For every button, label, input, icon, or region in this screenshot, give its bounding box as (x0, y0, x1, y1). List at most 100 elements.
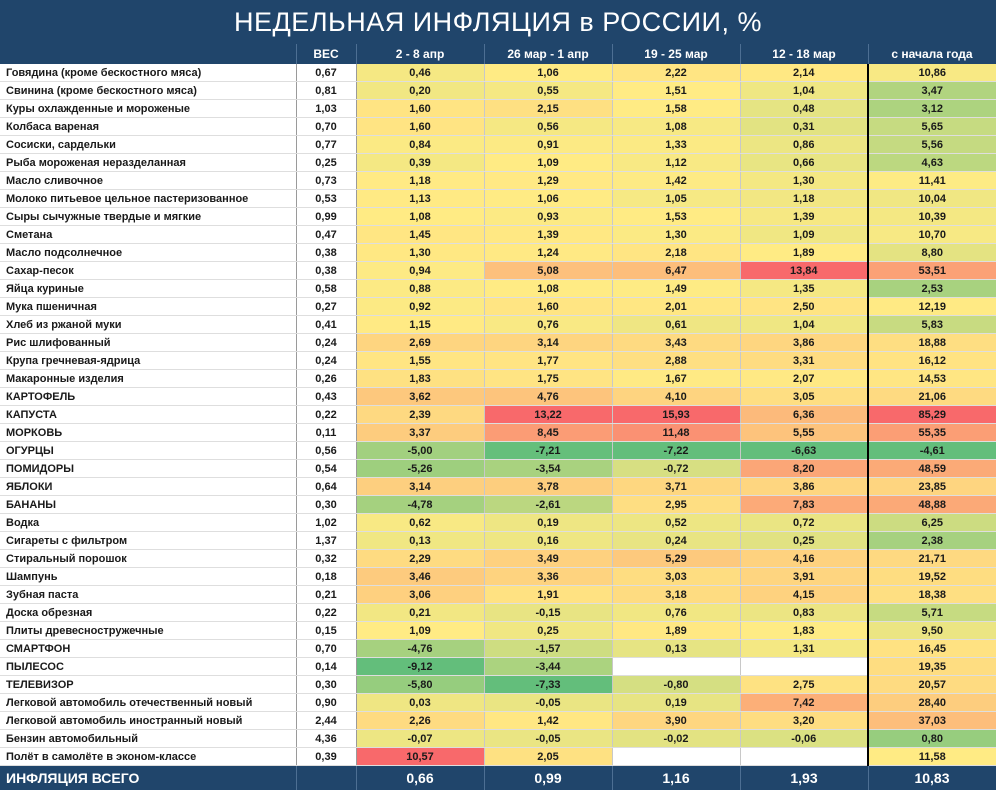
week-value-3: -0,02 (612, 729, 741, 748)
table-row: Плиты древесностружечные 0,15 1,09 0,25 1,89… (0, 621, 996, 640)
item-weight: 1,37 (296, 531, 357, 550)
ytd-value: 6,25 (867, 513, 996, 532)
week-value-2: -7,33 (484, 675, 613, 694)
week-value-4: 1,35 (740, 279, 869, 298)
week-value-2: 2,05 (484, 747, 613, 766)
week-value-4: 3,86 (740, 333, 869, 352)
ytd-value: 5,83 (867, 315, 996, 334)
week-value-4: 1,18 (740, 189, 869, 208)
table-row: Мука пшеничная 0,27 0,92 1,60 2,01 2,50 12,19 (0, 297, 996, 316)
ytd-value: 16,12 (867, 351, 996, 370)
item-weight: 0,58 (296, 279, 357, 298)
week-value-4: 3,86 (740, 477, 869, 496)
table-row: Стиральный порошок 0,32 2,29 3,49 5,29 4,16 21… (0, 549, 996, 568)
week-value-3: 1,42 (612, 171, 741, 190)
week-value-1: 1,13 (356, 189, 485, 208)
week-value-2: 1,29 (484, 171, 613, 190)
table-row: ТЕЛЕВИЗОР 0,30 -5,80 -7,33 -0,80 2,75 20,57 (0, 675, 996, 694)
week-value-3: 0,13 (612, 639, 741, 658)
item-weight: 0,99 (296, 207, 357, 226)
week-value-1: 0,39 (356, 153, 485, 172)
week-value-3: 0,76 (612, 603, 741, 622)
week-value-4: 1,31 (740, 639, 869, 658)
item-name: Куры охлажденные и мороженые (0, 99, 297, 118)
item-weight: 0,15 (296, 621, 357, 640)
header-ytd: с начала года (868, 44, 996, 64)
week-value-2: -0,15 (484, 603, 613, 622)
item-name: БАНАНЫ (0, 495, 297, 514)
item-name: ПЫЛЕСОС (0, 657, 297, 676)
week-value-4: 1,89 (740, 243, 869, 262)
week-value-3: 3,90 (612, 711, 741, 730)
week-value-3: 0,52 (612, 513, 741, 532)
table-row: Сыры сычужные твердые и мягкие 0,99 1,08 0,… (0, 207, 996, 226)
table-row: БАНАНЫ 0,30 -4,78 -2,61 2,95 7,83 48,88 (0, 495, 996, 514)
item-name: Шампунь (0, 567, 297, 586)
table-body: Говядина (кроме бескостного мяса) 0,67 0,4… (0, 64, 996, 766)
week-value-2: 0,19 (484, 513, 613, 532)
week-value-2: 1,60 (484, 297, 613, 316)
table-row: Бензин автомобильный 4,36 -0,07 -0,05 -0,02-… (0, 729, 996, 748)
ytd-value: 16,45 (867, 639, 996, 658)
week-value-1: 1,83 (356, 369, 485, 388)
week-value-1: 2,29 (356, 549, 485, 568)
week-value-1: 0,20 (356, 81, 485, 100)
week-value-3: 2,95 (612, 495, 741, 514)
week-value-2: -1,57 (484, 639, 613, 658)
table-row: ПОМИДОРЫ 0,54 -5,26 -3,54 -0,72 8,20 48,59 (0, 459, 996, 478)
week-value-4: 0,86 (740, 135, 869, 154)
item-name: Полёт в самолёте в эконом-классе (0, 747, 297, 766)
table-row: Говядина (кроме бескостного мяса) 0,67 0,4… (0, 64, 996, 82)
total-row: ИНФЛЯЦИЯ ВСЕГО 0,66 0,99 1,16 1,93 10,83 (0, 765, 996, 790)
item-name: Яйца куриные (0, 279, 297, 298)
item-name: Рис шлифованный (0, 333, 297, 352)
week-value-4: 0,83 (740, 603, 869, 622)
table-row: Яйца куриные 0,58 0,88 1,08 1,49 1,35 2,53 (0, 279, 996, 298)
week-value-1: 3,46 (356, 567, 485, 586)
item-name: Мука пшеничная (0, 297, 297, 316)
week-value-4: 1,83 (740, 621, 869, 640)
header-item (0, 44, 297, 64)
week-value-4: 1,04 (740, 81, 869, 100)
ytd-value: -4,61 (867, 441, 996, 460)
week-value-3: 2,22 (612, 64, 741, 82)
week-value-3: 11,48 (612, 423, 741, 442)
week-value-1: 0,21 (356, 603, 485, 622)
week-value-4: 0,72 (740, 513, 869, 532)
table-row: Сигареты с фильтром 1,37 0,13 0,16 0,24 0,25 2… (0, 531, 996, 550)
ytd-value: 48,59 (867, 459, 996, 478)
item-name: Водка (0, 513, 297, 532)
item-name: Легковой автомобиль отечественный новый (0, 693, 297, 712)
item-weight: 0,24 (296, 333, 357, 352)
header-week-3: 19 - 25 мар (612, 44, 741, 64)
item-name: Свинина (кроме бескостного мяса) (0, 81, 297, 100)
week-value-3: 3,03 (612, 567, 741, 586)
week-value-3: 1,53 (612, 207, 741, 226)
week-value-2: 3,14 (484, 333, 613, 352)
item-name: Сахар-песок (0, 261, 297, 280)
page-title: НЕДЕЛЬНАЯ ИНФЛЯЦИЯ в РОССИИ, % (0, 0, 996, 44)
week-value-1: 0,84 (356, 135, 485, 154)
week-value-3: 1,12 (612, 153, 741, 172)
week-value-1: -5,00 (356, 441, 485, 460)
ytd-value: 19,35 (867, 657, 996, 676)
week-value-1: -5,26 (356, 459, 485, 478)
item-weight: 0,39 (296, 747, 357, 766)
week-value-2: 1,75 (484, 369, 613, 388)
ytd-value: 21,71 (867, 549, 996, 568)
table-row: Рыба мороженая неразделанная 0,25 0,39 1,09… (0, 153, 996, 172)
week-value-3: 1,08 (612, 117, 741, 136)
week-value-3: 1,49 (612, 279, 741, 298)
week-value-4: 0,31 (740, 117, 869, 136)
week-value-1: 0,13 (356, 531, 485, 550)
ytd-value: 20,57 (867, 675, 996, 694)
week-value-3 (612, 657, 741, 676)
item-name: Масло сливочное (0, 171, 297, 190)
item-name: Хлеб из ржаной муки (0, 315, 297, 334)
table-row: КАПУСТА 0,22 2,39 13,22 15,93 6,36 85,29 (0, 405, 996, 424)
week-value-2: 0,16 (484, 531, 613, 550)
week-value-4: 2,14 (740, 64, 869, 82)
item-name: СМАРТФОН (0, 639, 297, 658)
item-name: Легковой автомобиль иностранный новый (0, 711, 297, 730)
item-weight: 0,32 (296, 549, 357, 568)
